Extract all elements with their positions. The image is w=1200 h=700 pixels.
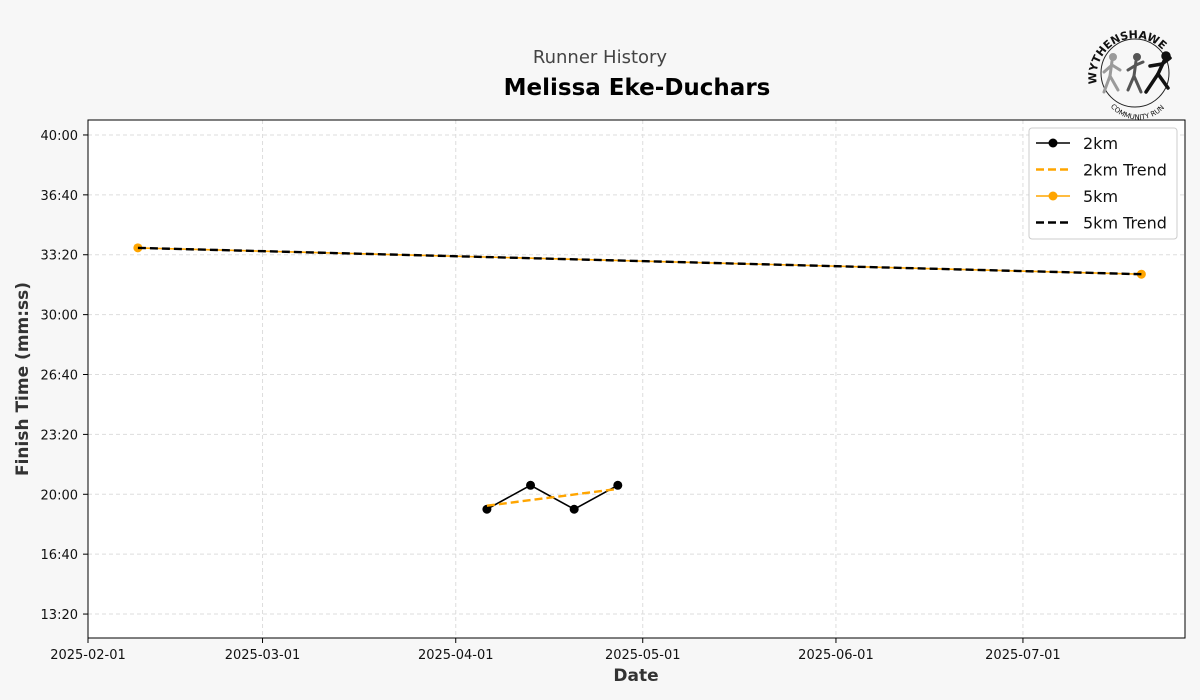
- y-tick-label: 36:40: [41, 189, 78, 204]
- x-tick-label: 2025-02-01: [50, 648, 126, 663]
- y-tick-label: 26:40: [41, 369, 78, 384]
- legend-marker-5km: [1048, 191, 1058, 201]
- plot-frame: [87, 119, 1186, 639]
- x-tick-label: 2025-07-01: [985, 648, 1061, 663]
- x-tick-label: 2025-05-01: [605, 648, 681, 663]
- y-tick-label: 30:00: [41, 309, 78, 324]
- series-line-5km: [137, 247, 1142, 275]
- data-point-2km: [526, 480, 536, 490]
- series-2km-trend: [486, 487, 618, 507]
- legend-marker-2km: [1048, 138, 1058, 148]
- y-tick-label: 40:00: [41, 129, 78, 144]
- legend-label-2km-trend: 2km Trend: [1083, 161, 1167, 180]
- runner-figures-icon: [1102, 51, 1172, 94]
- y-axis-title: Finish Time (mm:ss): [13, 282, 33, 476]
- y-tick-label: 16:40: [41, 548, 78, 563]
- wythenshawe-logo: WYTHENSHAWE COMMUNITY RUN: [1086, 28, 1172, 122]
- legend-box: [1028, 127, 1178, 240]
- x-tick-label: 2025-04-01: [418, 648, 494, 663]
- legend: 2km 2km Trend 5km 5km Trend: [1028, 127, 1178, 240]
- plot-area: [88, 120, 1185, 638]
- x-axis: 2025-02-01 2025-03-01 2025-04-01 2025-05-01…: [50, 638, 1061, 663]
- legend-label-5km-trend: 5km Trend: [1083, 214, 1167, 233]
- x-tick-label: 2025-06-01: [798, 648, 874, 663]
- chart-title: Melissa Eke-Duchars: [504, 75, 771, 101]
- y-axis: 13:20 16:40 20:00 23:20 26:40 30:00 33:20 36:40…: [41, 129, 88, 623]
- chart-subtitle: Runner History: [533, 47, 668, 68]
- y-tick-label: 23:20: [41, 428, 78, 443]
- legend-label-2km: 2km: [1083, 134, 1118, 153]
- data-point-2km: [569, 504, 579, 514]
- data-point-2km: [482, 504, 492, 514]
- y-tick-label: 13:20: [41, 608, 78, 623]
- data-point-5km: [133, 243, 143, 253]
- y-tick-label: 33:20: [41, 249, 78, 264]
- x-tick-label: 2025-03-01: [225, 648, 301, 663]
- logo-bottom-text: COMMUNITY RUN: [1109, 103, 1166, 122]
- x-axis-title: Date: [613, 666, 658, 686]
- series-layer: [133, 243, 1146, 514]
- data-point-2km: [613, 480, 623, 490]
- legend-label-5km: 5km: [1083, 187, 1118, 206]
- series-line-2km-trend: [486, 487, 618, 507]
- y-tick-label: 20:00: [41, 488, 78, 503]
